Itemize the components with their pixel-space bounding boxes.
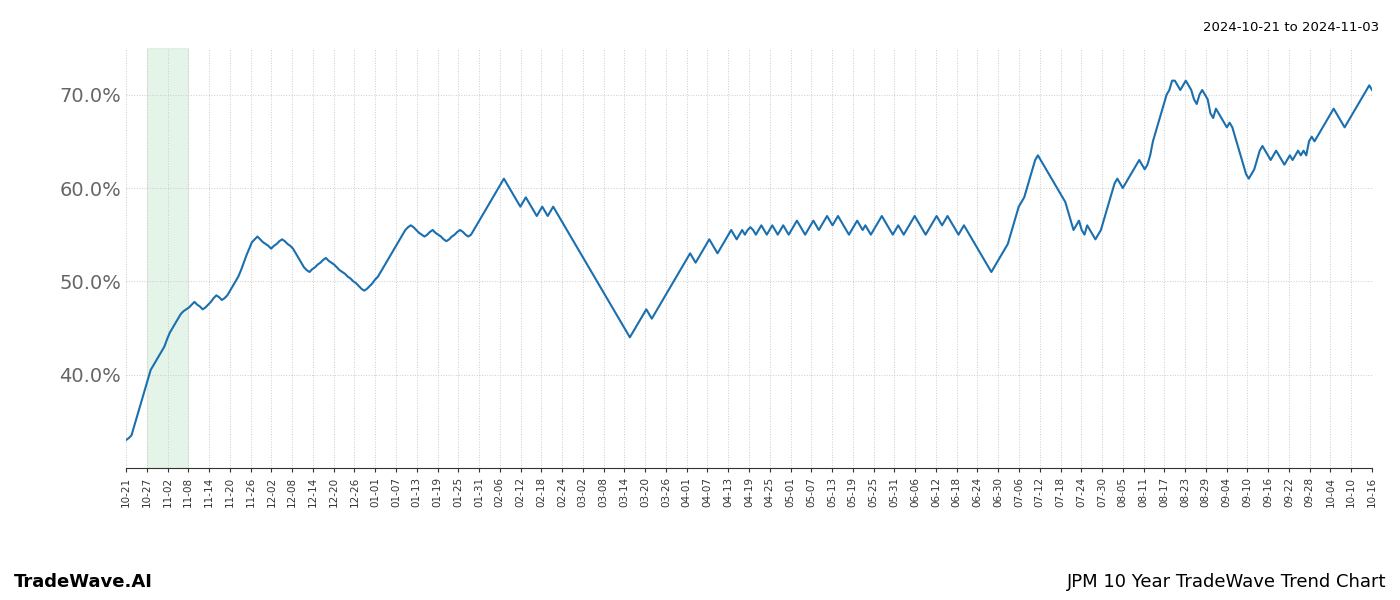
Text: JPM 10 Year TradeWave Trend Chart: JPM 10 Year TradeWave Trend Chart bbox=[1067, 573, 1386, 591]
Bar bbox=[147, 48, 188, 468]
Text: 2024-10-21 to 2024-11-03: 2024-10-21 to 2024-11-03 bbox=[1203, 21, 1379, 34]
Text: TradeWave.AI: TradeWave.AI bbox=[14, 573, 153, 591]
